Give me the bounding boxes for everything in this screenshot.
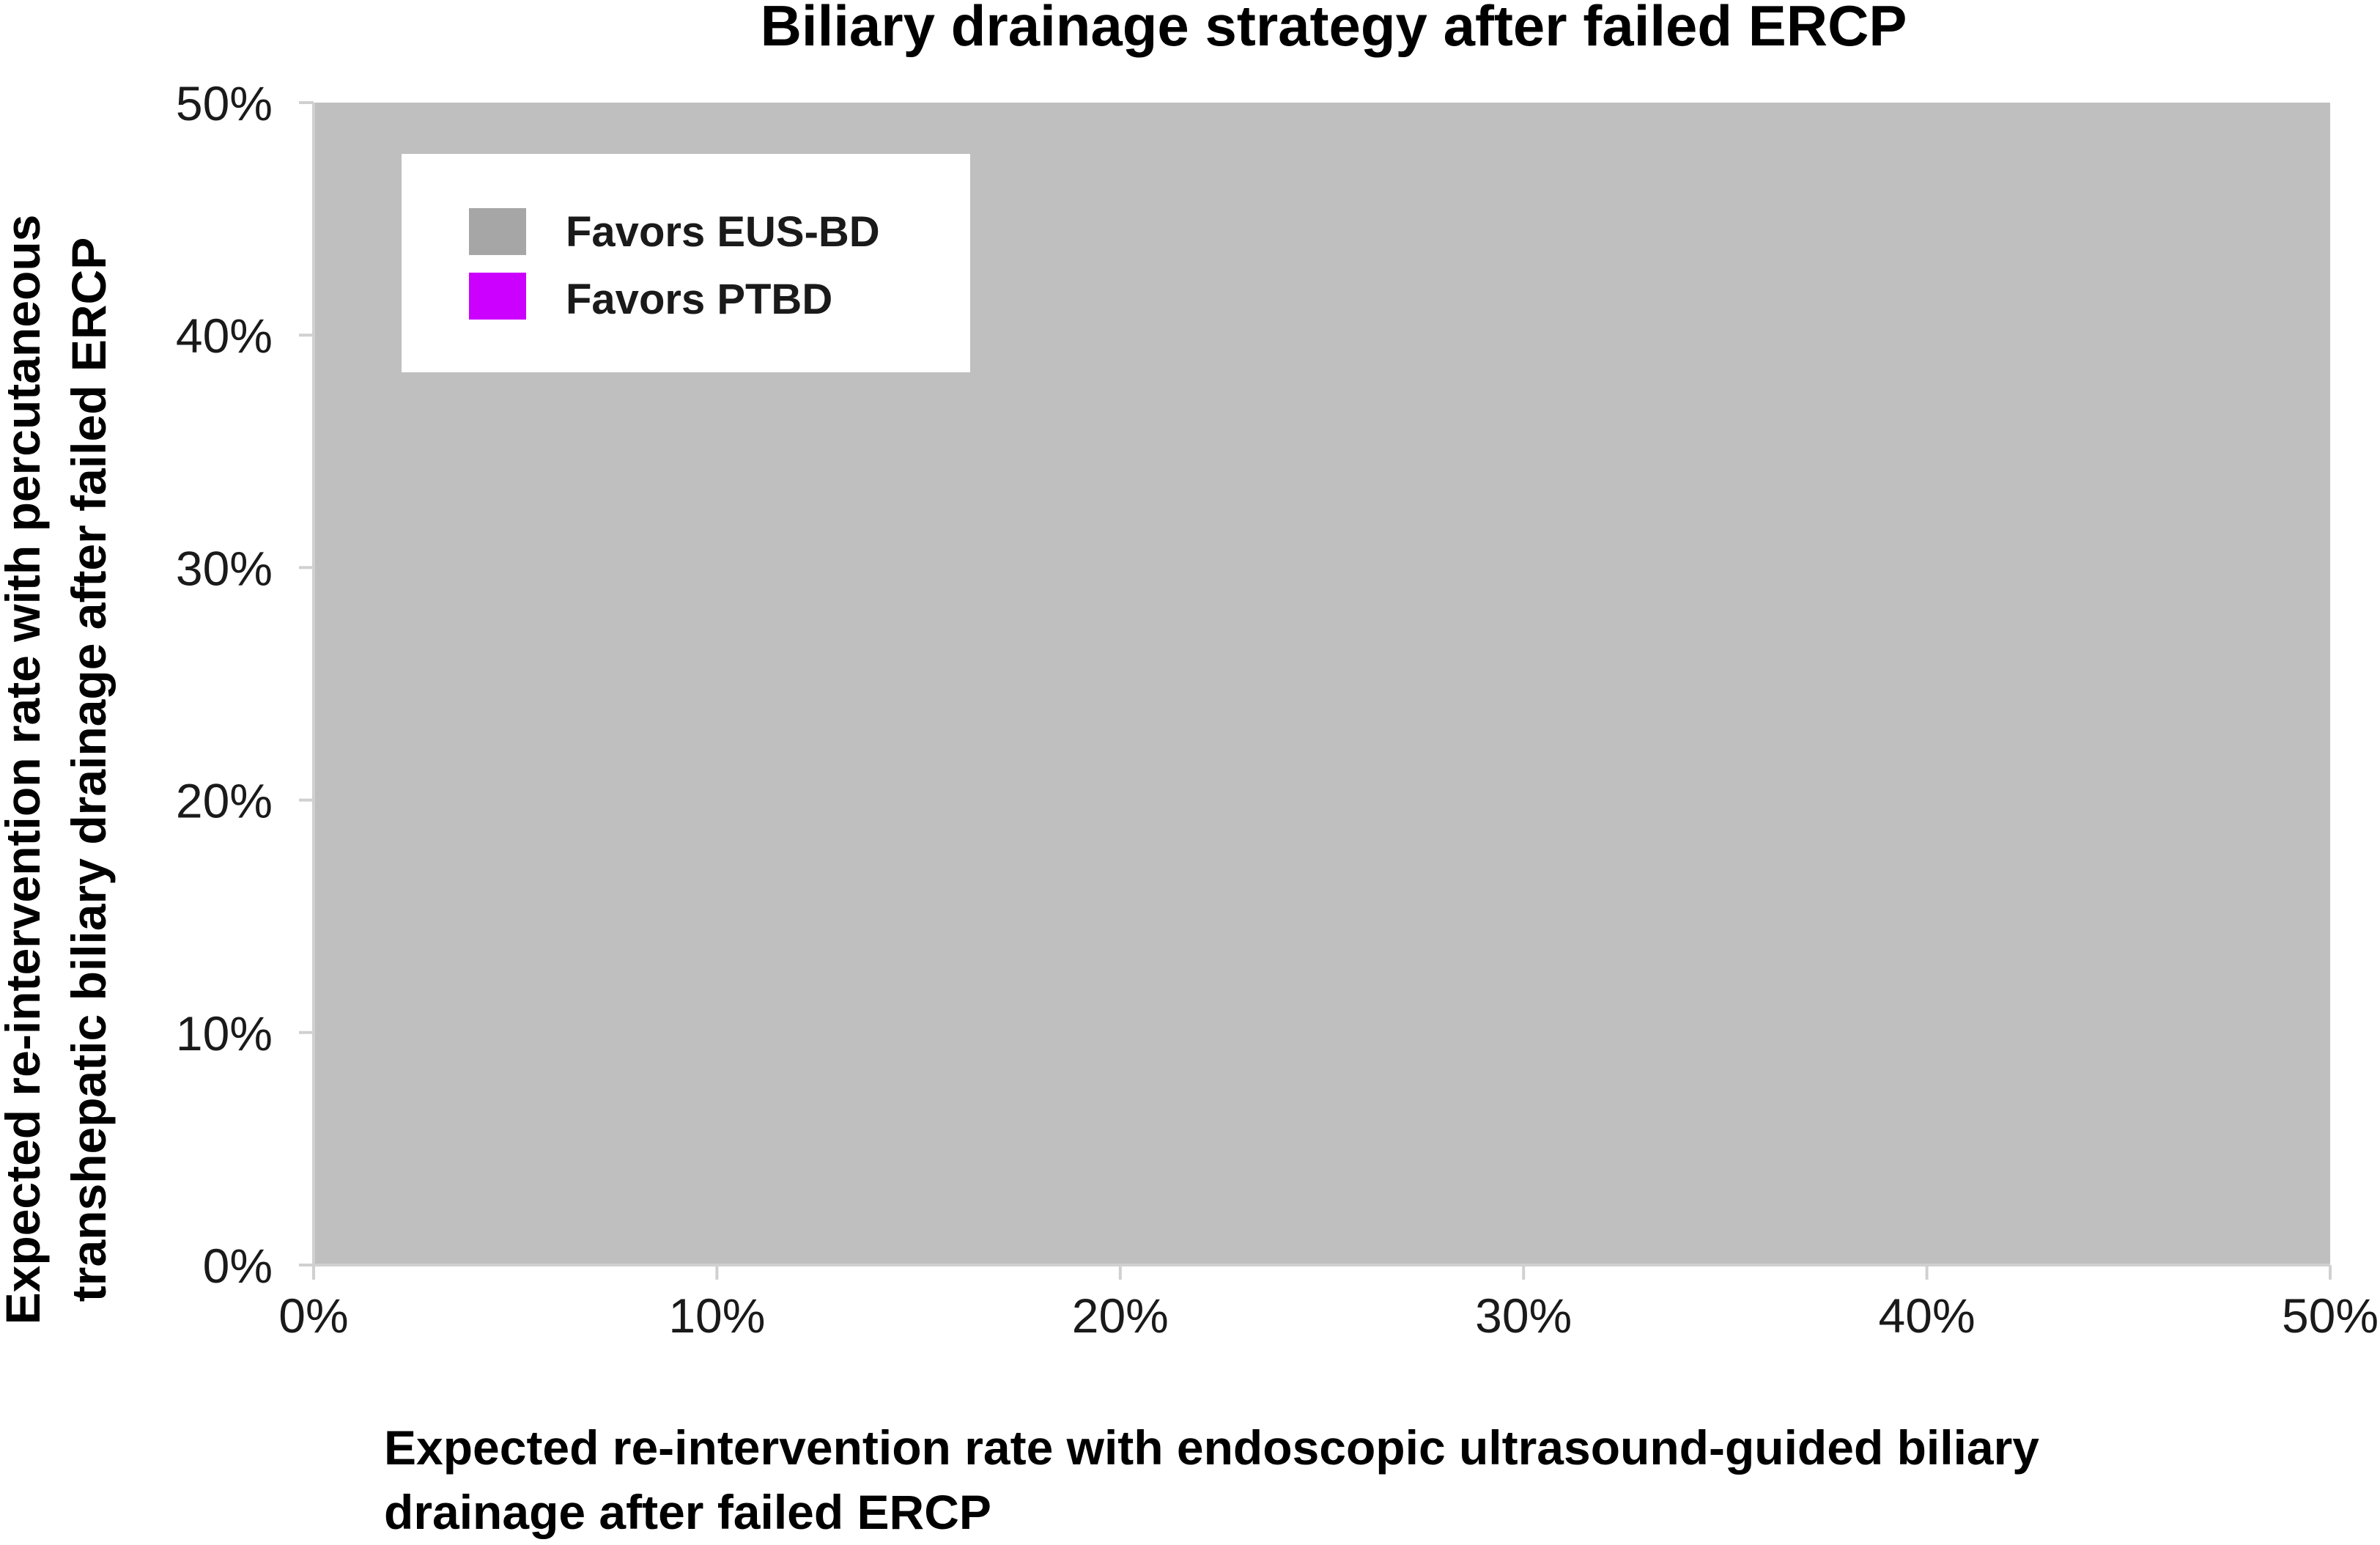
legend-swatch-favors-eus-bd <box>469 208 526 255</box>
y-axis-label-line-1: Expected re-intervention rate with percu… <box>0 215 50 1325</box>
x-tick-label: 40% <box>1879 1288 1976 1343</box>
legend-label-favors-ptbd: Favors PTBD <box>566 276 832 323</box>
legend: Favors EUS-BD Favors PTBD <box>402 154 970 372</box>
y-tick-label: 40% <box>176 309 273 363</box>
x-tick-label: 10% <box>668 1288 765 1343</box>
x-tick-label: 20% <box>1072 1288 1169 1343</box>
axes <box>303 103 2330 1266</box>
x-axis-label-line-2: drainage after failed ERCP <box>384 1485 991 1539</box>
chart-title: Biliary drainage strategy after failed E… <box>761 0 1907 58</box>
x-tick-label: 50% <box>2282 1288 2379 1343</box>
axis-ticks: 0% 10% 20% 30% 40% 50% 0% 10% 20% 30% 40% 50% <box>176 76 2379 1343</box>
legend-box <box>402 154 970 372</box>
y-axis-label-line-2: transhepatic biliary drainage after fail… <box>62 237 116 1302</box>
x-tick-label: 30% <box>1475 1288 1572 1343</box>
y-tick-label: 20% <box>176 774 273 828</box>
x-tick-label: 0% <box>278 1288 348 1343</box>
y-tick-label: 0% <box>203 1239 273 1293</box>
x-axis-label-line-1: Expected re-intervention rate with endos… <box>384 1420 2039 1475</box>
legend-label-favors-eus-bd: Favors EUS-BD <box>566 208 880 256</box>
y-tick-label: 30% <box>176 541 273 595</box>
legend-swatch-favors-ptbd <box>469 273 526 320</box>
y-tick-label: 10% <box>176 1006 273 1061</box>
y-tick-label: 50% <box>176 76 273 130</box>
